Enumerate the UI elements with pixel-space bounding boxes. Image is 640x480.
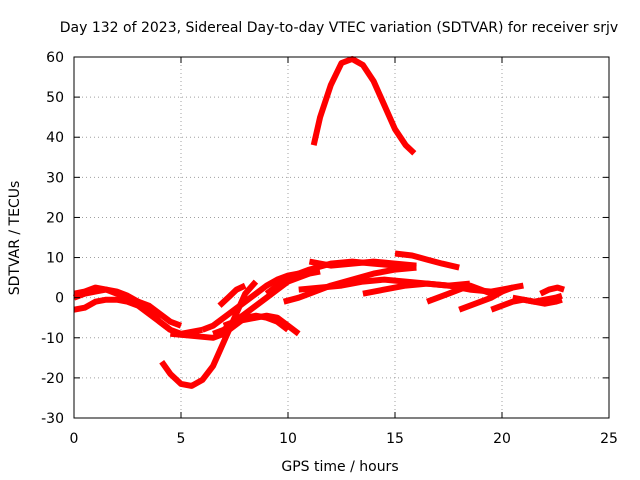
x-tick-label: 20 bbox=[493, 431, 511, 447]
series-line-arc-high bbox=[310, 56, 417, 156]
series-line-arc-o bbox=[426, 282, 493, 305]
y-tick-label: 40 bbox=[46, 130, 64, 146]
series-line-arc-g bbox=[222, 312, 301, 337]
x-axis-label: GPS time / hours bbox=[281, 459, 398, 475]
y-tick-label: 60 bbox=[46, 50, 64, 66]
axis-ticks: 0 5 10 15 20 25 -30 -20 -10 0 10 20 30 40 50 60 bbox=[41, 50, 618, 447]
y-tick-label: -20 bbox=[41, 371, 64, 387]
y-tick-label: -10 bbox=[41, 331, 64, 347]
y-tick-label: -30 bbox=[41, 411, 64, 427]
x-tick-label: 10 bbox=[279, 431, 297, 447]
series-line-arc-p bbox=[458, 282, 524, 313]
x-tick-label: 0 bbox=[70, 431, 79, 447]
y-tick-label: 20 bbox=[46, 210, 64, 226]
plot-frame bbox=[73, 56, 610, 419]
x-tick-label: 25 bbox=[600, 431, 618, 447]
grid-lines bbox=[74, 57, 609, 418]
series-line-arc-c bbox=[72, 286, 183, 329]
data-series bbox=[72, 56, 565, 389]
y-tick-label: 10 bbox=[46, 251, 64, 267]
series-line-arc-n bbox=[394, 250, 460, 271]
series-line-arc-s bbox=[539, 284, 565, 297]
series-line-arc-h bbox=[217, 282, 247, 308]
y-tick-label: 30 bbox=[46, 170, 64, 186]
x-tick-label: 5 bbox=[177, 431, 186, 447]
series-line-arc-l bbox=[308, 258, 417, 269]
y-tick-label: 0 bbox=[55, 291, 64, 307]
chart-title: Day 132 of 2023, Sidereal Day-to-day VTE… bbox=[60, 20, 618, 36]
y-axis-label: SDTVAR / TECUs bbox=[7, 181, 23, 296]
series-line-arc-r bbox=[512, 292, 563, 305]
y-tick-label: 50 bbox=[46, 90, 64, 106]
x-tick-label: 15 bbox=[386, 431, 404, 447]
